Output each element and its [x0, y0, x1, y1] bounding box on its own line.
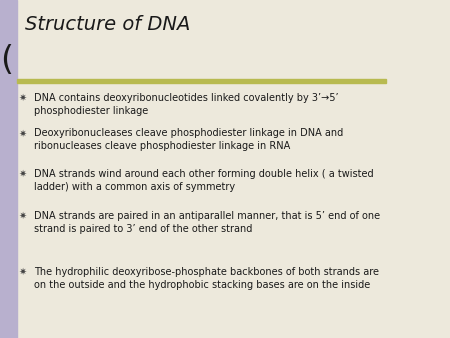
Bar — [17, 79, 386, 83]
Text: ✷: ✷ — [19, 169, 27, 179]
Text: (: ( — [0, 44, 13, 77]
Text: Deoxyribonucleases cleave phosphodiester linkage in DNA and
ribonucleases cleave: Deoxyribonucleases cleave phosphodiester… — [34, 128, 343, 151]
Text: The hydrophilic deoxyribose-phosphate backbones of both strands are
on the outsi: The hydrophilic deoxyribose-phosphate ba… — [34, 267, 379, 290]
Text: DNA strands are paired in an antiparallel manner, that is 5’ end of one
strand i: DNA strands are paired in an antiparalle… — [34, 211, 380, 234]
Text: ✷: ✷ — [19, 211, 27, 221]
Text: ✷: ✷ — [19, 128, 27, 139]
Text: ✷: ✷ — [19, 93, 27, 103]
Text: DNA contains deoxyribonucleotides linked covalently by 3’→5’
phosphodiester link: DNA contains deoxyribonucleotides linked… — [34, 93, 338, 116]
Text: DNA strands wind around each other forming double helix ( a twisted
ladder) with: DNA strands wind around each other formi… — [34, 169, 374, 192]
Bar — [0, 0, 17, 338]
Text: Structure of DNA: Structure of DNA — [25, 15, 190, 34]
Text: ✷: ✷ — [19, 267, 27, 277]
